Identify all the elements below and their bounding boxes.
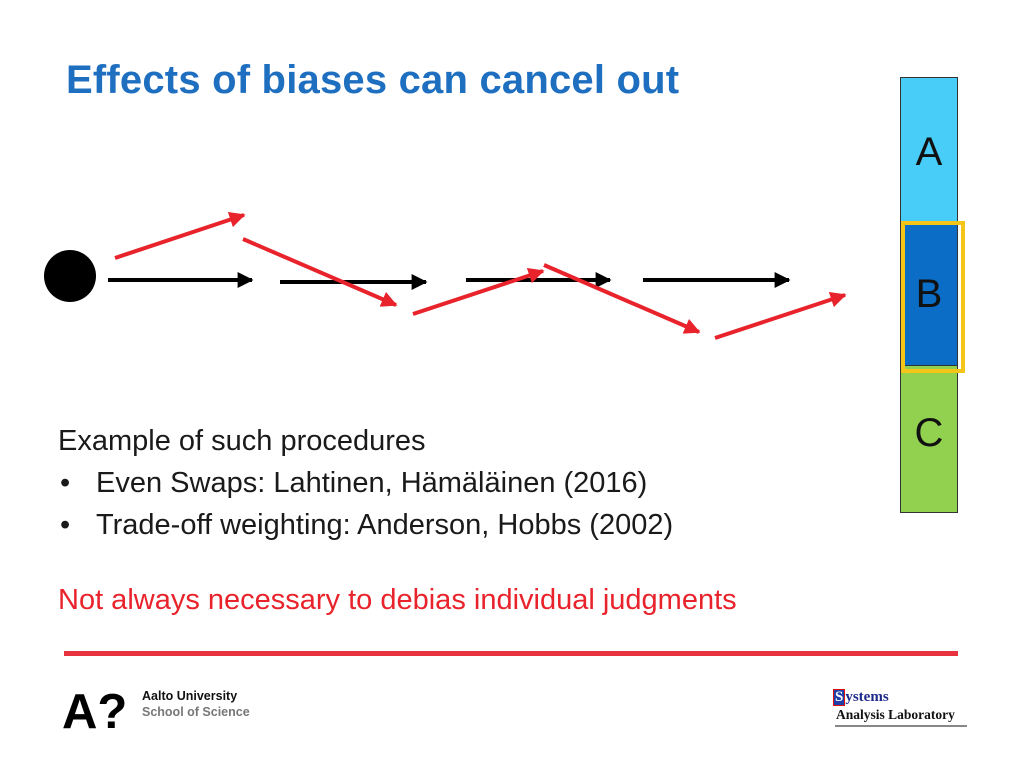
biased-arrow [114,211,246,260]
aalto-school: School of Science [142,705,250,719]
biased-arrow [714,291,847,340]
footer-divider [64,651,958,656]
biased-arrow [412,267,545,316]
aalto-logo-mark: A? [62,688,127,730]
scale-label-c: C [914,410,944,455]
biased-arrow [242,237,398,307]
scale-segment-c: C [900,365,958,513]
scale-segment-a: A [900,77,958,223]
start-point-dot [44,250,96,302]
scale-label-b: B [915,271,943,316]
sal-underline [835,725,967,727]
conclusion-note: Not always necessary to debias individua… [58,584,737,616]
examples-block: Example of such procedures Even Swaps: L… [58,420,673,546]
sal-initial: S [833,689,846,706]
sal-line2: Analysis Laboratory [836,707,955,722]
aalto-logo-icon: A? [62,688,127,730]
examples-heading: Example of such procedures [58,425,426,457]
scale-segment-b: B [900,221,958,367]
aalto-wordmark: Aalto University School of Science [142,688,250,720]
aalto-name: Aalto University [142,689,238,703]
biased-arrow [543,263,701,334]
example-item-trade-off: Trade-off weighting: Anderson, Hobbs (20… [58,504,673,546]
examples-list: Even Swaps: Lahtinen, Hämäläinen (2016) … [58,462,673,546]
scale-label-a: A [915,129,943,174]
example-item-even-swaps: Even Swaps: Lahtinen, Hämäläinen (2016) [58,462,673,504]
slide-title: Effects of biases can cancel out [66,58,680,102]
sal-line1-rest: ystems [845,689,889,705]
